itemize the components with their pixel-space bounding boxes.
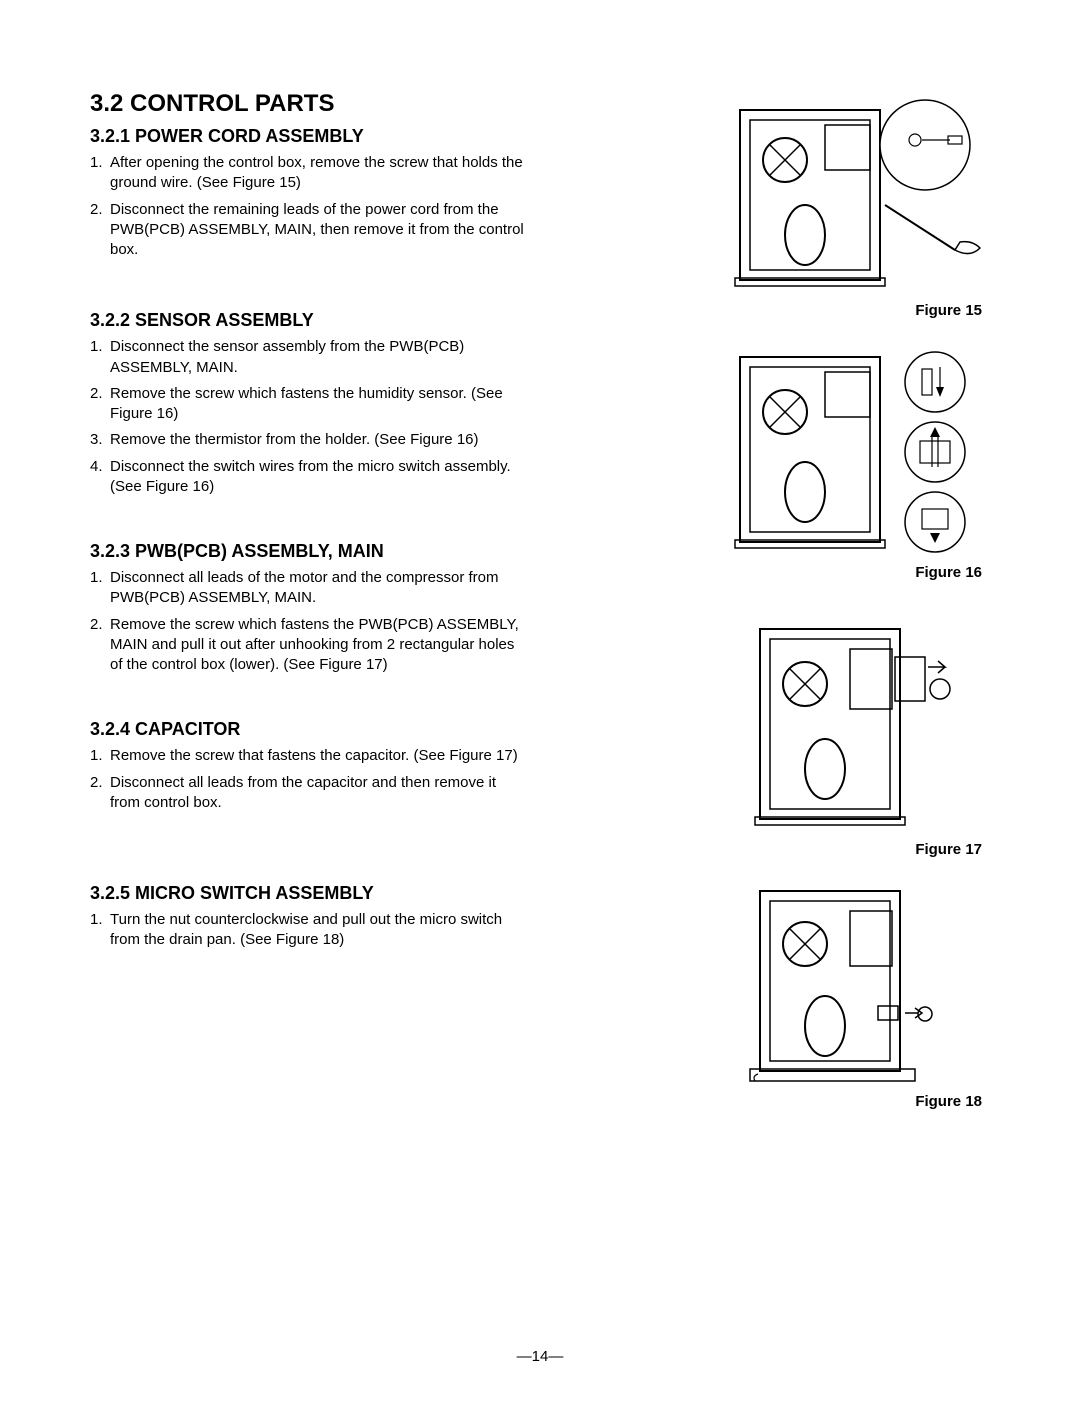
figure-caption: Figure 18 [915, 1093, 982, 1110]
main-title: 3.2 CONTROL PARTS [90, 90, 530, 118]
steps-list: Disconnect the sensor assembly from the … [90, 337, 530, 497]
figure-18-image [710, 876, 990, 1091]
figure-15-image [710, 90, 990, 300]
section-power-cord: 3.2.1 POWER CORD ASSEMBLY After opening … [90, 126, 530, 260]
step-item: Disconnect all leads from the capacitor … [90, 773, 530, 814]
step-item: Turn the nut counterclockwise and pull o… [90, 910, 530, 951]
step-item: Remove the screw which fastens the PWB(P… [90, 615, 530, 676]
page-content: 3.2 CONTROL PARTS 3.2.1 POWER CORD ASSEM… [90, 90, 990, 1110]
step-item: Disconnect the sensor assembly from the … [90, 337, 530, 378]
figure-caption: Figure 15 [915, 302, 982, 319]
step-item: Remove the thermistor from the holder. (… [90, 430, 530, 450]
steps-list: After opening the control box, remove th… [90, 153, 530, 260]
section-pwb: 3.2.3 PWB(PCB) ASSEMBLY, MAIN Disconnect… [90, 541, 530, 675]
step-item: Disconnect the switch wires from the mic… [90, 457, 530, 498]
steps-list: Remove the screw that fastens the capaci… [90, 746, 530, 813]
section-sensor: 3.2.2 SENSOR ASSEMBLY Disconnect the sen… [90, 310, 530, 497]
section-heading: 3.2.3 PWB(PCB) ASSEMBLY, MAIN [90, 541, 530, 562]
figure-16-image [710, 337, 990, 562]
figure-18: Figure 18 [560, 876, 990, 1110]
text-column: 3.2 CONTROL PARTS 3.2.1 POWER CORD ASSEM… [90, 90, 530, 1110]
section-heading: 3.2.4 CAPACITOR [90, 719, 530, 740]
figure-16: Figure 16 [560, 337, 990, 581]
figure-17: Figure 17 [560, 609, 990, 858]
figure-caption: Figure 16 [915, 564, 982, 581]
step-item: Disconnect the remaining leads of the po… [90, 200, 530, 261]
section-capacitor: 3.2.4 CAPACITOR Remove the screw that fa… [90, 719, 530, 813]
section-heading: 3.2.2 SENSOR ASSEMBLY [90, 310, 530, 331]
steps-list: Disconnect all leads of the motor and th… [90, 568, 530, 675]
step-item: After opening the control box, remove th… [90, 153, 530, 194]
step-item: Remove the screw which fastens the humid… [90, 384, 530, 425]
steps-list: Turn the nut counterclockwise and pull o… [90, 910, 530, 951]
figure-caption: Figure 17 [915, 841, 982, 858]
step-item: Remove the screw that fastens the capaci… [90, 746, 530, 766]
section-microswitch: 3.2.5 MICRO SWITCH ASSEMBLY Turn the nut… [90, 883, 530, 951]
page-number: —14— [0, 1348, 1080, 1365]
figure-column: Figure 15 [560, 90, 990, 1110]
figure-17-image [710, 609, 990, 839]
figure-15: Figure 15 [560, 90, 990, 319]
section-heading: 3.2.5 MICRO SWITCH ASSEMBLY [90, 883, 530, 904]
step-item: Disconnect all leads of the motor and th… [90, 568, 530, 609]
section-heading: 3.2.1 POWER CORD ASSEMBLY [90, 126, 530, 147]
